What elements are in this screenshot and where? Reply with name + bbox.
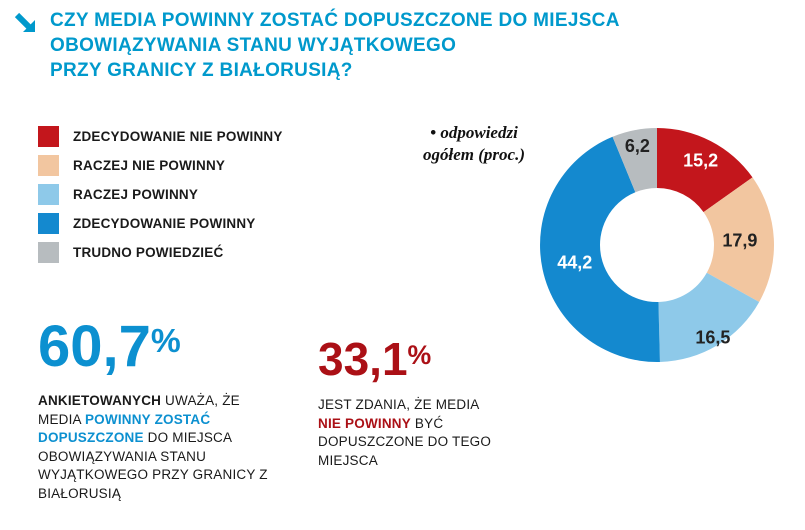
stat-block-majority: 60,7% ANKIETOWANYCH UWAŻA, ŻE MEDIA POWI… <box>38 318 274 503</box>
majority-description: ANKIETOWANYCH UWAŻA, ŻE MEDIA POWINNY ZO… <box>38 392 274 503</box>
minority-percent-sign: % <box>407 339 432 370</box>
stat-block-minority: 33,1% JEST ZDANIA, ŻE MEDIA NIE POWINNY … <box>318 336 494 470</box>
page-title: CZY MEDIA POWINNY ZOSTAĆ DOPUSZCZONE DO … <box>50 8 620 83</box>
legend-item-trudno-powiedziec: TRUDNO POWIEDZIEĆ <box>38 242 283 263</box>
slice-value-label-1: 17,9 <box>722 231 757 251</box>
desc-segment: UWAŻA, ŻE MEDIA <box>38 393 240 427</box>
donut-slice-2 <box>658 272 760 362</box>
minority-value: 33,1% <box>318 336 494 382</box>
title-line-1: CZY MEDIA POWINNY ZOSTAĆ DOPUSZCZONE DO … <box>50 10 620 31</box>
slice-value-label-0: 15,2 <box>683 151 718 171</box>
majority-number: 60,7 <box>38 314 151 379</box>
legend-item-raczej-powinny: RACZEJ POWINNY <box>38 184 283 205</box>
legend-label: RACZEJ POWINNY <box>73 187 199 202</box>
donut-slice-1 <box>703 177 775 303</box>
legend-swatch-gray <box>38 242 59 263</box>
annotation-text: odpowiedzi ogółem (proc.) <box>423 123 525 164</box>
slice-value-label-4: 6,2 <box>625 136 650 156</box>
slice-value-label-2: 16,5 <box>695 327 730 347</box>
legend-swatch-blue <box>38 213 59 234</box>
legend-item-zdecydowanie-nie: ZDECYDOWANIE NIE POWINNY <box>38 126 283 147</box>
desc-segment: DO MIEJSCA OBOWIĄZYWANIA STANU WYJĄTKOWE… <box>38 430 268 501</box>
desc-segment: BYĆ DOPUSZCZONE DO TEGO MIEJSCA <box>318 415 492 468</box>
arrow-head <box>23 20 35 32</box>
minority-number: 33,1 <box>318 333 408 385</box>
annotation-bullet: • <box>430 123 437 142</box>
title-line-2: OBOWIĄZYWANIA STANU WYJĄTKOWEGO <box>50 35 457 56</box>
down-right-arrow-svg <box>14 12 35 32</box>
majority-percent-sign: % <box>150 322 181 360</box>
arrow-shaft <box>14 12 32 30</box>
header: CZY MEDIA POWINNY ZOSTAĆ DOPUSZCZONE DO … <box>14 8 620 83</box>
desc-segment: ANKIETOWANYCH <box>38 393 162 408</box>
title-line-3: PRZY GRANICY Z BIAŁORUSIĄ? <box>50 60 353 81</box>
legend-swatch-peach <box>38 155 59 176</box>
down-right-arrow-icon <box>14 11 40 37</box>
donut-slice-3 <box>540 136 660 362</box>
donut-slice-4 <box>612 128 657 193</box>
chart-annotation: • odpowiedzi ogółem (proc.) <box>422 122 526 166</box>
legend-label: ZDECYDOWANIE NIE POWINNY <box>73 129 283 144</box>
slice-value-label-3: 44,2 <box>557 252 592 272</box>
legend-item-raczej-nie: RACZEJ NIE POWINNY <box>38 155 283 176</box>
donut-svg: 15,2 17,9 16,5 44,2 6,2 <box>540 128 775 362</box>
desc-segment: JEST ZDANIA, ŻE MEDIA <box>318 397 479 412</box>
desc-segment: NIE POWINNY <box>318 415 411 431</box>
majority-value: 60,7% <box>38 318 274 376</box>
legend-swatch-red <box>38 126 59 147</box>
minority-description: JEST ZDANIA, ŻE MEDIA NIE POWINNY BYĆ DO… <box>318 396 494 470</box>
donut-slice-0 <box>657 128 753 213</box>
desc-segment: POWINNY ZOSTAĆ DOPUSZCZONE <box>38 411 211 446</box>
chart-legend: ZDECYDOWANIE NIE POWINNY RACZEJ NIE POWI… <box>38 126 283 271</box>
donut-chart: 15,2 17,9 16,5 44,2 6,2 <box>518 106 796 384</box>
legend-label: RACZEJ NIE POWINNY <box>73 158 226 173</box>
legend-item-zdecydowanie-powinny: ZDECYDOWANIE POWINNY <box>38 213 283 234</box>
legend-label: ZDECYDOWANIE POWINNY <box>73 216 256 231</box>
legend-swatch-lightblue <box>38 184 59 205</box>
legend-label: TRUDNO POWIEDZIEĆ <box>73 245 224 260</box>
